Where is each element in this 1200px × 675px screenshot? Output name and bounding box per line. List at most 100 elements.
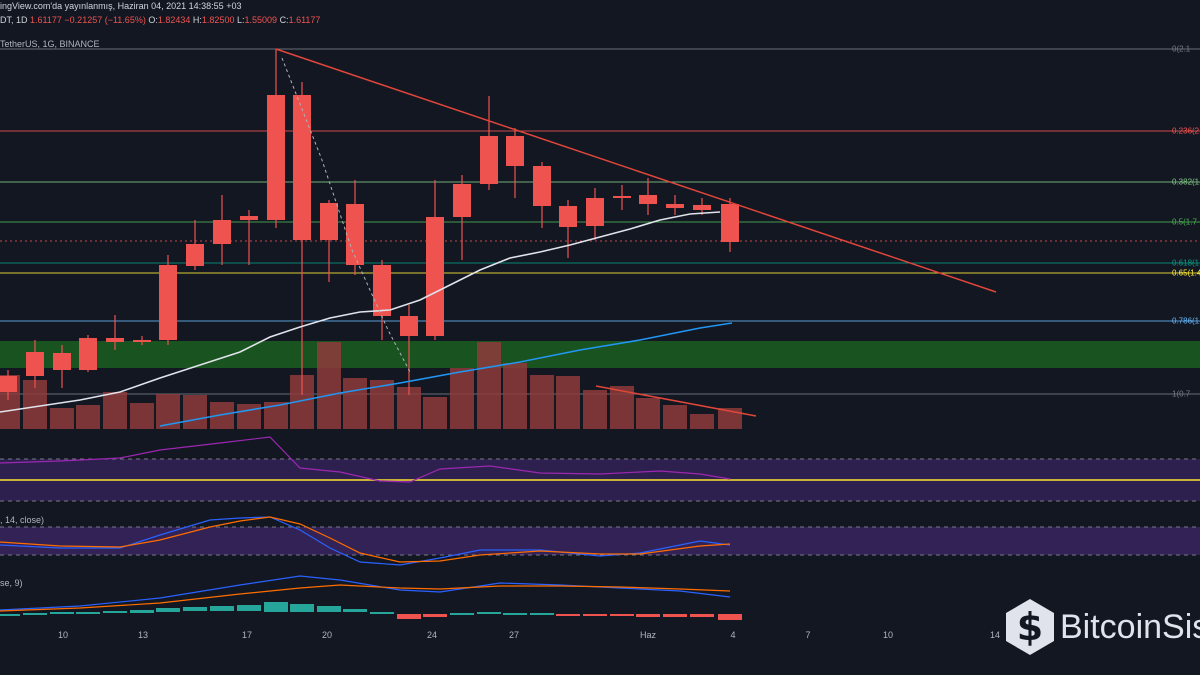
bearish-candle[interactable] <box>693 205 711 210</box>
bearish-candle[interactable] <box>480 136 498 184</box>
stoch-k-line <box>0 516 731 566</box>
volume-bar <box>663 405 687 429</box>
macd-histogram <box>0 602 742 620</box>
macd-histogram-bar <box>264 602 288 612</box>
bearish-candle[interactable] <box>721 204 739 242</box>
bearish-candle[interactable] <box>533 166 551 206</box>
ohlc-legend: DT, 1D 1.61177 −0.21257 (−11.65%) O:1.82… <box>0 15 321 25</box>
watermark-text: BitcoinSis <box>1060 607 1200 646</box>
bearish-candle[interactable] <box>400 316 418 336</box>
last-price: 1.61177 <box>30 15 62 25</box>
bearish-candle[interactable] <box>53 353 71 370</box>
x-axis-label: 20 <box>321 630 333 640</box>
x-axis-label: Haz <box>639 630 657 640</box>
macd-histogram-bar <box>183 607 207 611</box>
macd-histogram-bar <box>23 613 47 615</box>
bearish-candle[interactable] <box>0 376 17 392</box>
x-axis-label: 4 <box>730 630 736 640</box>
macd-histogram-bar <box>343 609 367 612</box>
macd-histogram-bar <box>690 614 714 617</box>
bearish-candle[interactable] <box>559 206 577 227</box>
bearish-candle[interactable] <box>453 184 471 217</box>
bearish-candle[interactable] <box>320 203 338 240</box>
bearish-candle[interactable] <box>586 198 604 226</box>
descending-trendline[interactable] <box>275 48 997 293</box>
fib-label: 0(2.1 <box>1172 44 1191 54</box>
candlesticks <box>0 49 739 400</box>
bearish-candle[interactable] <box>79 338 97 370</box>
macd-histogram-bar <box>583 614 607 616</box>
fib-label: 0.5(1.7 <box>1172 217 1197 227</box>
x-axis-label: 24 <box>426 630 438 640</box>
macd-histogram-bar <box>76 612 100 614</box>
bearish-candle[interactable] <box>26 352 44 376</box>
macd-title: se, 9) <box>0 578 23 588</box>
svg-text:$: $ <box>1017 605 1043 649</box>
macd-histogram-bar <box>370 612 394 614</box>
volume-bar <box>718 408 742 429</box>
volume-bar <box>103 392 127 429</box>
bearish-candle[interactable] <box>613 196 631 198</box>
macd-histogram-bar <box>530 613 554 615</box>
volume-bar <box>343 378 367 429</box>
volume-bar <box>556 376 580 429</box>
open-value: 1.82434 <box>157 15 191 25</box>
macd-histogram-bar <box>50 612 74 614</box>
macd-histogram-bar <box>130 610 154 613</box>
x-axis-label: 17 <box>241 630 253 640</box>
volume-bar <box>610 386 634 429</box>
bearish-candle[interactable] <box>639 195 657 204</box>
volume-bar <box>450 368 474 429</box>
volume-bar <box>130 403 154 429</box>
bearish-candle[interactable] <box>666 204 684 208</box>
macd-histogram-bar <box>718 614 742 620</box>
bearish-candle[interactable] <box>426 217 444 336</box>
bearish-candle[interactable] <box>213 220 231 244</box>
bearish-candle[interactable] <box>106 338 124 342</box>
bearish-candle[interactable] <box>346 204 364 265</box>
bearish-candle[interactable] <box>293 95 311 240</box>
x-axis-label: 7 <box>805 630 811 640</box>
macd-histogram-bar <box>0 614 20 616</box>
bearish-candle[interactable] <box>267 95 285 220</box>
moving-average-50 <box>159 322 733 427</box>
macd-histogram-bar <box>556 614 580 616</box>
bearish-candle[interactable] <box>373 265 391 316</box>
volume-trendline[interactable] <box>595 385 757 417</box>
symbol-timeframe: DT, 1D <box>0 15 28 25</box>
bearish-candle[interactable] <box>506 136 524 166</box>
volume-bar <box>583 390 607 429</box>
moving-average-20 <box>0 211 721 413</box>
volume-bar <box>370 380 394 429</box>
macd-histogram-bar <box>636 614 660 617</box>
watermark: $ BitcoinSis <box>1004 595 1200 659</box>
volume-bar <box>477 342 501 429</box>
bearish-candle[interactable] <box>159 265 177 340</box>
volume-bar <box>530 375 554 429</box>
volume-bar <box>317 342 341 429</box>
stoch-d-line <box>0 516 731 563</box>
bearish-candle[interactable] <box>133 340 151 342</box>
volume-bar <box>690 414 714 429</box>
chart-publish-info: ingView.com'da yayınlanmış, Haziran 04, … <box>0 1 242 11</box>
fib-label: 0.786(1.1 <box>1172 316 1200 326</box>
macd-histogram-bar <box>290 604 314 612</box>
macd-histogram-bar <box>503 613 527 615</box>
bitcoin-logo-icon: $ <box>1006 599 1054 655</box>
macd-histogram-bar <box>477 612 501 614</box>
bearish-candle[interactable] <box>186 244 204 266</box>
support-zone <box>0 341 1200 368</box>
macd-histogram-bar <box>450 613 474 615</box>
price-change: −0.21257 (−11.65%) <box>64 15 146 25</box>
volume-bar <box>23 380 47 429</box>
bearish-candle[interactable] <box>240 216 258 220</box>
volume-bar <box>636 398 660 429</box>
volume-bar <box>423 397 447 429</box>
fib-label: 0.65(1.4 <box>1172 268 1200 278</box>
macd-histogram-bar <box>423 614 447 617</box>
x-axis-label: 13 <box>137 630 149 640</box>
symbol-exchange: TetherUS, 1G, BINANCE <box>0 39 100 49</box>
fib-label: 0.618(1.4 <box>1172 258 1200 268</box>
volume-bar <box>237 404 261 429</box>
